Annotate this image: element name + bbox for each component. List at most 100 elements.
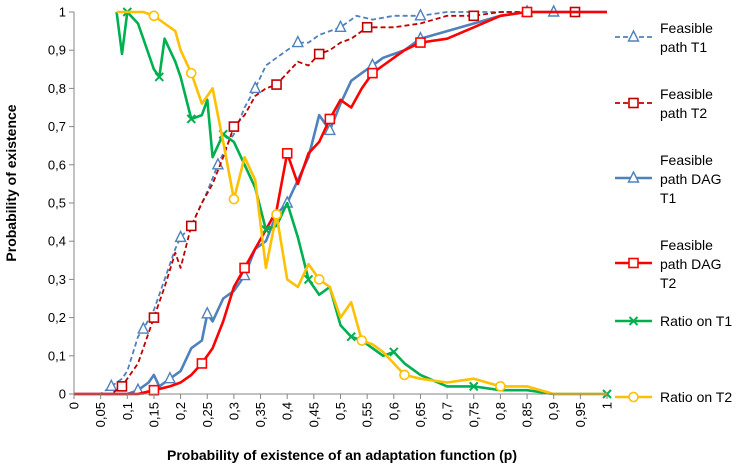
legend-label: path DAG bbox=[660, 171, 721, 187]
data-point bbox=[148, 10, 160, 22]
x-tick-label: 0,7 bbox=[440, 402, 455, 420]
legend-label: path T2 bbox=[660, 105, 707, 121]
data-point bbox=[105, 378, 118, 392]
data-point bbox=[196, 358, 208, 369]
data-point bbox=[367, 67, 378, 79]
data-point bbox=[154, 72, 164, 82]
data-point bbox=[414, 8, 427, 21]
legend-swatch-marker bbox=[628, 257, 639, 269]
x-tick-label: 0,25 bbox=[200, 402, 215, 427]
data-point bbox=[271, 209, 282, 220]
legend-label: Ratio on T1 bbox=[660, 313, 732, 329]
data-point bbox=[323, 122, 336, 136]
x-tick-label: 0,4 bbox=[280, 402, 295, 420]
x-tick-label: 0 bbox=[67, 402, 82, 409]
legend-swatch-marker bbox=[628, 316, 639, 326]
data-point bbox=[148, 384, 160, 396]
x-tick-label: 0,3 bbox=[226, 402, 241, 420]
series-line bbox=[115, 10, 607, 396]
x-tick-label: 0,15 bbox=[146, 402, 161, 427]
legend-swatch-marker bbox=[627, 170, 640, 183]
x-tick-label: 0,9 bbox=[546, 402, 561, 420]
series-1 bbox=[74, 4, 607, 395]
data-point bbox=[469, 381, 479, 392]
y-tick-label: 0,5 bbox=[48, 196, 66, 211]
x-tick-label: 0,55 bbox=[360, 402, 375, 427]
data-point bbox=[521, 6, 533, 18]
data-point bbox=[468, 10, 480, 22]
legend-item: Feasible path T2 bbox=[615, 86, 713, 121]
y-tick-label: 0,7 bbox=[48, 119, 66, 134]
x-tick-label: 0,8 bbox=[493, 402, 508, 420]
legend: Feasible path T1 Feasible path T2 Feasible pa… bbox=[615, 20, 732, 405]
data-point bbox=[201, 306, 214, 319]
legend-item: Ratio on T1 bbox=[615, 313, 732, 329]
legend-label: Feasible bbox=[660, 20, 713, 36]
x-tick-label: 0,5 bbox=[333, 402, 348, 420]
data-point bbox=[361, 21, 373, 33]
legend-label: Feasible bbox=[660, 152, 713, 168]
data-point bbox=[174, 229, 187, 243]
legend-item: Feasible path DAG T1 bbox=[615, 152, 721, 206]
data-point bbox=[228, 121, 240, 132]
x-tick-label: 0,05 bbox=[93, 402, 108, 427]
series-2 bbox=[74, 6, 607, 395]
x-tick-label: 0,85 bbox=[520, 402, 535, 427]
x-tick-label: 0,95 bbox=[573, 402, 588, 427]
y-tick-label: 1 bbox=[59, 5, 66, 20]
series-line bbox=[74, 10, 607, 396]
data-point bbox=[334, 19, 347, 32]
x-tick-label: 0,45 bbox=[306, 402, 321, 427]
data-point bbox=[324, 113, 336, 125]
x-tick-label: 0,65 bbox=[413, 402, 428, 427]
data-point bbox=[271, 79, 282, 90]
data-point bbox=[281, 148, 293, 159]
x-tick-label: 0,6 bbox=[386, 402, 401, 420]
legend-label: Ratio on T2 bbox=[660, 389, 732, 405]
data-point bbox=[415, 37, 426, 48]
x-tick-label: 0,75 bbox=[466, 402, 481, 427]
legend-swatch-marker bbox=[628, 391, 639, 403]
data-point bbox=[239, 262, 250, 274]
data-point bbox=[185, 67, 197, 79]
legend-label: path T1 bbox=[660, 39, 707, 55]
data-point bbox=[249, 80, 262, 94]
x-tick-label: 1 bbox=[600, 402, 615, 409]
legend-item: Feasible path DAG T2 bbox=[615, 237, 721, 291]
data-point bbox=[137, 321, 150, 334]
legend-label: T1 bbox=[660, 190, 677, 206]
y-tick-label: 0,3 bbox=[48, 272, 66, 287]
x-tick-label: 0,35 bbox=[253, 402, 268, 427]
y-tick-label: 0,9 bbox=[48, 43, 66, 58]
series-line bbox=[116, 10, 607, 396]
data-point bbox=[356, 335, 368, 346]
data-point bbox=[389, 347, 399, 357]
data-point bbox=[495, 381, 506, 392]
legend-item: Feasible path T1 bbox=[615, 20, 713, 55]
data-point bbox=[313, 48, 325, 60]
data-point bbox=[148, 312, 160, 323]
y-tick-label: 0 bbox=[59, 387, 66, 402]
data-point bbox=[185, 220, 197, 232]
y-tick-label: 0,4 bbox=[48, 234, 66, 249]
legend-item: Ratio on T2 bbox=[615, 389, 732, 405]
series-4 bbox=[74, 6, 607, 396]
data-point bbox=[303, 274, 314, 285]
axes: 0 0,1 0,2 0,3 0,4 0,5 0,6 0,7 0,8 0,9 1 0 0,05 0,1 0,1… bbox=[48, 5, 615, 428]
plot-area bbox=[74, 4, 612, 399]
y-axis-title: Probability of existence bbox=[3, 104, 19, 261]
data-point bbox=[186, 114, 196, 124]
legend-label: path DAG bbox=[660, 256, 721, 272]
y-tick-label: 0,1 bbox=[48, 348, 66, 363]
data-point bbox=[346, 331, 356, 342]
legend-label: Feasible bbox=[660, 86, 713, 102]
data-point bbox=[163, 371, 177, 384]
data-point bbox=[116, 381, 128, 392]
data-point bbox=[291, 34, 304, 48]
series-3 bbox=[74, 4, 607, 396]
data-point bbox=[399, 369, 410, 381]
x-tick-label: 0,2 bbox=[173, 402, 188, 420]
series-6 bbox=[116, 10, 607, 396]
data-point bbox=[261, 225, 271, 235]
